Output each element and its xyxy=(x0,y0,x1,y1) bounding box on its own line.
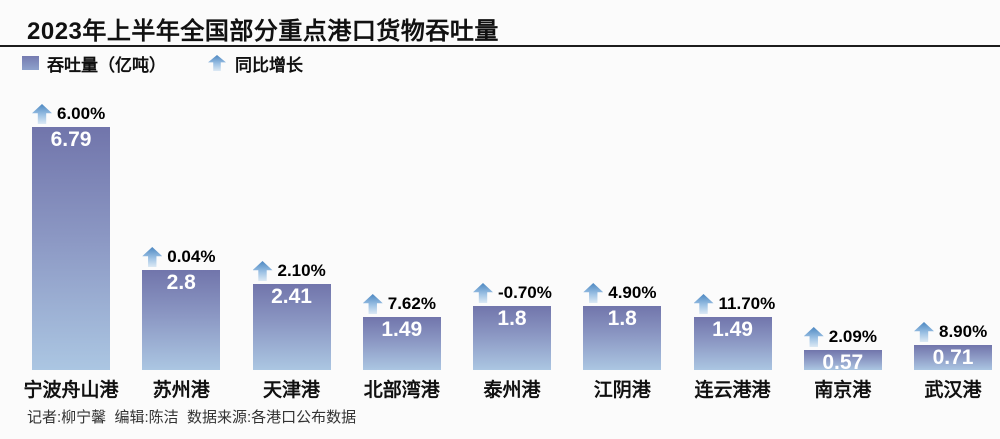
port-label-cell: 连云港港 xyxy=(694,375,772,402)
growth-value: 2.10% xyxy=(277,261,326,280)
throughput-bar: 1.8 xyxy=(473,306,551,370)
growth-value: 2.09% xyxy=(828,327,877,346)
port-column: 8.90% 0.71 xyxy=(914,322,992,370)
port-column: -0.70% 1.8 xyxy=(473,283,552,370)
growth-value: 7.62% xyxy=(387,294,436,313)
port-column: 2.10% 2.41 xyxy=(252,261,331,370)
port-label-cell: 苏州港 xyxy=(142,375,220,402)
up-arrow-icon xyxy=(32,104,52,124)
up-arrow-icon xyxy=(252,261,273,281)
growth-value: 11.70% xyxy=(718,294,776,313)
up-arrow-icon xyxy=(583,283,604,303)
throughput-bar: 1.8 xyxy=(583,306,662,370)
throughput-value: 1.8 xyxy=(497,307,527,330)
up-arrow-icon xyxy=(914,322,934,342)
growth-indicator: -0.70% xyxy=(473,283,552,303)
port-label-cell: 天津港 xyxy=(253,375,331,402)
growth-indicator: 0.04% xyxy=(142,247,215,267)
growth-indicator: 7.62% xyxy=(362,294,436,314)
throughput-value: 2.41 xyxy=(271,285,312,308)
port-column: 4.90% 1.8 xyxy=(583,283,662,370)
growth-indicator: 8.90% xyxy=(914,322,987,342)
port-label-cell: 南京港 xyxy=(804,375,882,402)
port-column: 6.00% 6.79 xyxy=(32,104,110,370)
throughput-bar: 0.57 xyxy=(803,350,882,374)
up-arrow-icon xyxy=(693,294,714,314)
growth-indicator: 2.10% xyxy=(252,261,326,281)
throughput-value: 0.57 xyxy=(822,351,864,374)
up-arrow-icon xyxy=(142,247,163,267)
credits-line: 记者:柳宁馨 编辑:陈洁 数据来源:各港口公布数据 xyxy=(27,409,357,426)
throughput-value: 1.49 xyxy=(712,318,753,341)
port-column: 7.62% 1.49 xyxy=(362,294,441,370)
port-label: 苏州港 xyxy=(152,380,210,401)
port-column: 0.04% 2.8 xyxy=(142,247,221,370)
port-label-cell: 北部湾港 xyxy=(363,375,441,402)
growth-indicator: 11.70% xyxy=(693,294,776,314)
growth-value: 4.90% xyxy=(608,283,657,302)
growth-indicator: 4.90% xyxy=(583,283,656,303)
throughput-bar: 2.41 xyxy=(252,284,331,370)
port-label: 南京港 xyxy=(814,380,872,401)
throughput-bar: 1.49 xyxy=(693,317,772,370)
up-arrow-icon xyxy=(803,327,824,347)
port-column: 11.70% 1.49 xyxy=(693,294,775,370)
port-label: 泰州港 xyxy=(483,380,541,401)
growth-value: 6.00% xyxy=(57,104,106,123)
throughput-bar: 0.71 xyxy=(914,345,992,370)
throughput-bar: 6.79 xyxy=(32,127,110,370)
port-label-cell: 武汉港 xyxy=(914,375,992,402)
chart-title: 2023年上半年全国部分重点港口货物吞吐量 xyxy=(27,18,499,45)
bar-chart: 6.00% 6.79 0.04% 2.8 2.10% 2.41 7.62% 1.… xyxy=(32,48,992,374)
port-label: 宁波舟山港 xyxy=(23,380,119,401)
title-divider xyxy=(0,45,1000,47)
port-label: 武汉港 xyxy=(924,380,982,401)
growth-value: -0.70% xyxy=(498,283,552,302)
throughput-value: 0.71 xyxy=(932,346,974,369)
up-arrow-icon xyxy=(473,283,493,303)
growth-value: 0.04% xyxy=(167,247,216,266)
throughput-swatch-icon xyxy=(22,56,39,70)
throughput-bar: 1.49 xyxy=(362,317,441,370)
port-label: 天津港 xyxy=(262,380,320,401)
port-label-cell: 宁波舟山港 xyxy=(24,375,119,402)
port-label-cell: 泰州港 xyxy=(473,375,551,402)
throughput-value: 1.8 xyxy=(607,307,637,330)
port-label: 北部湾港 xyxy=(363,380,440,401)
throughput-value: 2.8 xyxy=(166,271,196,294)
port-label: 连云港港 xyxy=(694,380,771,401)
up-arrow-icon xyxy=(362,294,383,314)
throughput-value: 1.49 xyxy=(381,318,423,341)
x-axis-labels: 宁波舟山港 苏州港 天津港 北部湾港 泰州港 江阴港 连云港港 南京港 武汉港 xyxy=(24,375,992,402)
throughput-value: 6.79 xyxy=(50,128,92,151)
port-label: 江阴港 xyxy=(593,380,651,401)
growth-indicator: 2.09% xyxy=(803,327,877,347)
port-column: 2.09% 0.57 xyxy=(803,327,882,374)
growth-legend-label: 同比增长 xyxy=(235,55,303,75)
throughput-bar: 2.8 xyxy=(142,270,221,370)
growth-value: 8.90% xyxy=(939,322,988,341)
legend: 吞吐量（亿吨） 同比增长 xyxy=(22,53,303,75)
port-label-cell: 江阴港 xyxy=(583,375,661,402)
throughput-legend-label: 吞吐量（亿吨） xyxy=(47,55,166,75)
growth-indicator: 6.00% xyxy=(32,104,105,124)
